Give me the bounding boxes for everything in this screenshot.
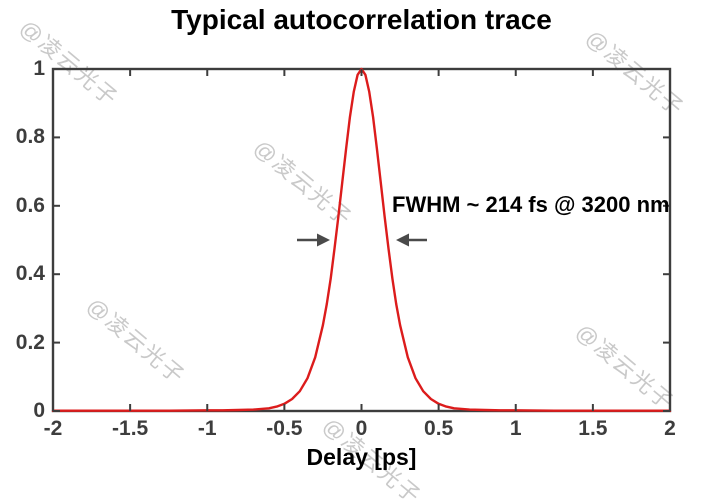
x-tick-label: -1 [197,417,217,440]
fwhm-arrow-left-head [317,233,330,247]
y-tick-label: 0 [33,399,45,422]
x-tick-label: -2 [43,417,63,440]
y-tick-label: 0.8 [15,125,45,149]
axis-box [51,67,672,413]
y-tick-label: 0.2 [15,330,45,354]
x-tick-label: 1.5 [578,417,608,440]
fwhm-arrow-right-head [396,233,409,247]
fwhm-annotation: FWHM ~ 214 fs @ 3200 nm [392,192,670,217]
x-tick-label: 0.5 [424,417,454,440]
x-tick-label: 1 [509,417,522,440]
y-tick-label: 0.4 [15,262,45,286]
y-tick-label: 1 [33,57,45,80]
x-tick-label: -1.5 [112,417,149,440]
autocorrelation-curve [51,67,672,412]
y-tick-label: 0.6 [15,193,45,217]
x-tick-label: -0.5 [266,417,303,440]
x-tick-label: 2 [664,417,676,440]
x-tick-label: 0 [355,417,368,440]
chart-title: Typical autocorrelation trace [171,4,552,35]
x-axis-label: Delay [ps] [306,444,417,470]
